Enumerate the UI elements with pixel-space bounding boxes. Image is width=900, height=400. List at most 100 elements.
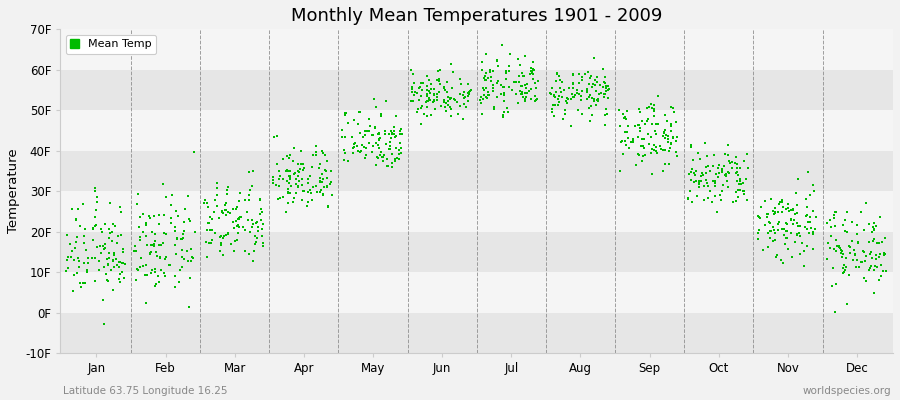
Point: [613, 123, 627, 130]
Point: [238, 248, 252, 254]
Point: [380, 162, 394, 169]
Point: [420, 73, 435, 79]
Point: [499, 76, 513, 83]
Point: [284, 176, 298, 182]
Point: [218, 202, 232, 208]
Point: [219, 200, 233, 206]
Point: [144, 248, 158, 255]
Point: [688, 172, 703, 179]
Point: [250, 235, 265, 241]
Point: [249, 219, 264, 226]
Point: [404, 84, 419, 90]
Point: [283, 173, 297, 179]
Point: [511, 55, 526, 62]
Point: [176, 264, 190, 271]
Point: [89, 222, 104, 228]
Point: [555, 94, 570, 100]
Point: [414, 120, 428, 127]
Point: [570, 90, 584, 96]
Point: [706, 178, 721, 184]
Point: [741, 165, 755, 172]
Point: [382, 142, 397, 149]
Point: [286, 158, 301, 165]
Point: [687, 178, 701, 185]
Point: [513, 88, 527, 94]
Point: [527, 79, 542, 86]
Point: [251, 224, 266, 230]
Point: [635, 118, 650, 124]
Point: [632, 121, 646, 128]
Point: [572, 80, 586, 86]
Point: [562, 84, 576, 91]
Point: [276, 194, 291, 200]
Point: [147, 241, 161, 247]
Point: [518, 82, 533, 89]
Point: [453, 76, 467, 82]
Point: [300, 203, 314, 210]
Point: [427, 98, 441, 104]
Point: [699, 164, 714, 170]
Point: [371, 141, 385, 148]
Point: [647, 106, 662, 112]
Point: [412, 84, 427, 90]
Point: [736, 190, 751, 197]
Point: [732, 181, 746, 188]
Point: [97, 245, 112, 252]
Point: [287, 145, 302, 151]
Point: [719, 173, 733, 180]
Point: [94, 228, 109, 235]
Point: [249, 238, 264, 245]
Point: [176, 256, 191, 263]
Point: [386, 128, 400, 134]
Point: [404, 86, 419, 92]
Point: [423, 97, 437, 103]
Point: [414, 104, 428, 111]
Point: [583, 103, 598, 109]
Point: [585, 94, 599, 101]
Point: [317, 184, 331, 190]
Point: [499, 68, 513, 74]
Point: [219, 212, 233, 218]
Point: [574, 97, 589, 103]
Point: [138, 272, 152, 278]
Point: [241, 251, 256, 257]
Bar: [60, 232, 893, 272]
Point: [768, 210, 782, 216]
Point: [216, 210, 230, 216]
Point: [490, 80, 504, 86]
Point: [373, 135, 387, 142]
Point: [162, 261, 176, 268]
Point: [806, 230, 821, 237]
Point: [692, 184, 706, 190]
Point: [850, 231, 864, 238]
Point: [393, 131, 408, 137]
Point: [427, 97, 441, 103]
Point: [281, 168, 295, 174]
Point: [92, 266, 106, 273]
Point: [692, 180, 706, 187]
Point: [592, 90, 607, 97]
Point: [848, 251, 862, 258]
Point: [867, 290, 881, 296]
Point: [518, 53, 532, 59]
Point: [374, 111, 388, 117]
Point: [527, 93, 542, 99]
Point: [864, 263, 878, 269]
Point: [597, 91, 611, 97]
Point: [803, 219, 817, 226]
Point: [112, 259, 126, 265]
Point: [351, 148, 365, 154]
Point: [107, 264, 122, 271]
Point: [80, 266, 94, 273]
Point: [112, 271, 127, 277]
Point: [231, 215, 246, 221]
Point: [483, 69, 498, 76]
Point: [216, 235, 230, 242]
Point: [587, 98, 601, 104]
Point: [296, 165, 310, 171]
Point: [865, 229, 879, 236]
Point: [356, 133, 371, 140]
Point: [229, 238, 243, 244]
Point: [585, 84, 599, 90]
Point: [494, 91, 508, 98]
